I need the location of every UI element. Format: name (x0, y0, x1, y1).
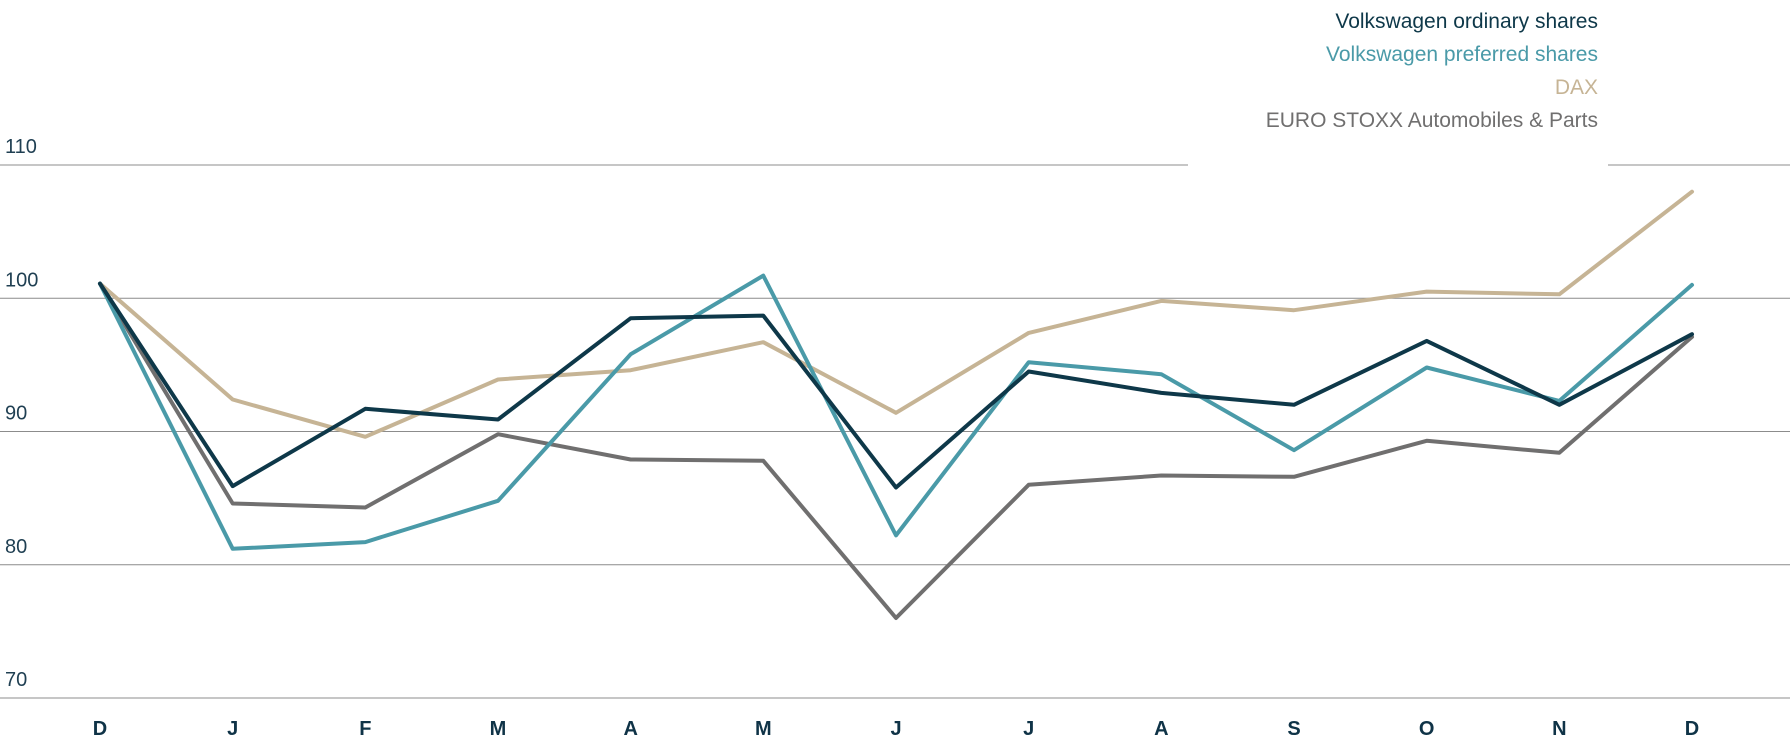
y-tick-label: 90 (5, 403, 27, 425)
x-tick-label: F (359, 718, 371, 740)
x-tick-label: D (1685, 718, 1699, 740)
series-line-4 (98, 281, 1694, 620)
series-line-3 (98, 189, 1694, 439)
series-line-1 (98, 281, 1694, 490)
x-tick-label: M (490, 718, 507, 740)
legend-entry: Volkswagen ordinary shares (1335, 10, 1598, 33)
x-tick-label: S (1287, 718, 1300, 740)
x-tick-label: A (1154, 718, 1168, 740)
legend-entry: EURO STOXX Automobiles & Parts (1266, 109, 1598, 132)
x-tick-label: J (1023, 718, 1034, 740)
y-tick-label: 70 (5, 669, 27, 691)
x-tick-label: N (1552, 718, 1566, 740)
y-tick-label: 110 (5, 136, 37, 158)
x-tick-label: D (93, 718, 107, 740)
x-tick-label: J (227, 718, 238, 740)
series-line-2 (98, 273, 1694, 551)
x-tick-label: O (1419, 718, 1435, 740)
legend-entry: DAX (1555, 76, 1598, 99)
y-tick-label: 100 (5, 269, 38, 291)
gridlines (0, 164, 1790, 699)
legend-entry: Volkswagen preferred shares (1326, 43, 1598, 66)
legend: Volkswagen ordinary shares Volkswagen pre… (1266, 10, 1598, 132)
y-tick-label: 80 (5, 536, 27, 558)
series-group (98, 189, 1694, 620)
x-tick-label: M (755, 718, 772, 740)
x-tick-label: J (890, 718, 901, 740)
x-tick-label: A (623, 718, 637, 740)
